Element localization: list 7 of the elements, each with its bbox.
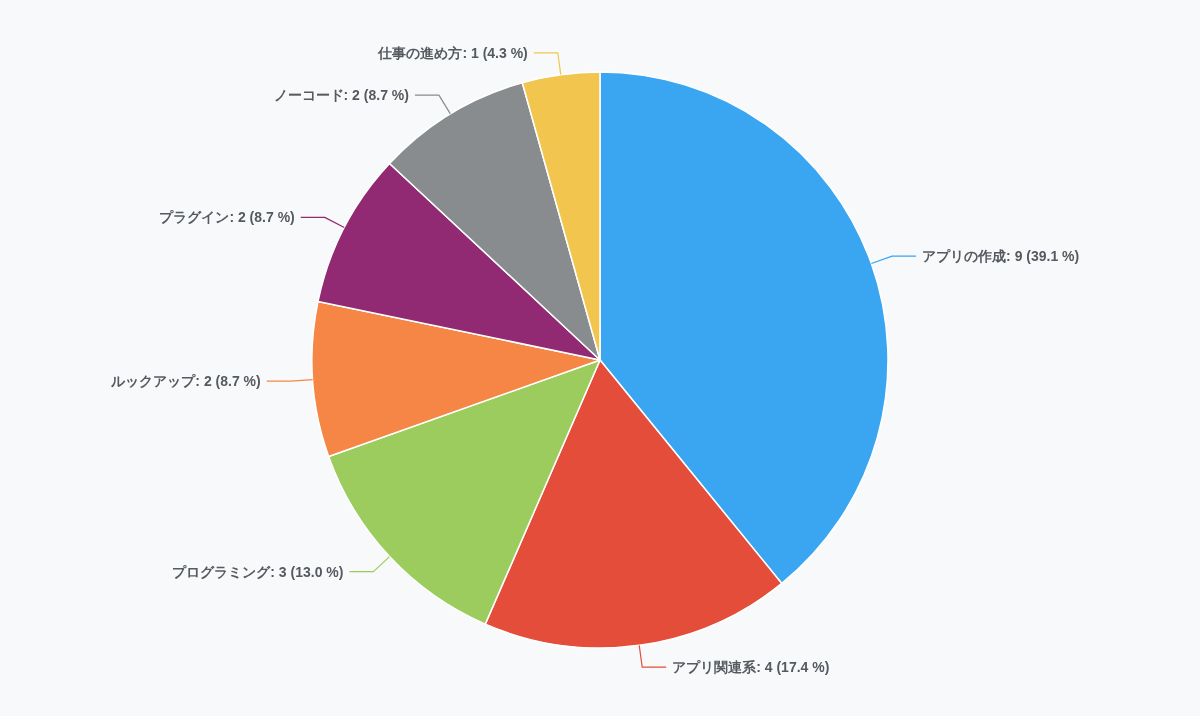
slice-label: アプリの作成: 9 (39.1 %)	[922, 248, 1080, 265]
slice-label: アプリ関連系: 4 (17.4 %)	[672, 659, 830, 676]
slice-label: ルックアップ: 2 (8.7 %)	[110, 373, 261, 390]
slice-label: プラグイン: 2 (8.7 %)	[159, 209, 295, 226]
slice-label: プログラミング: 3 (13.0 %)	[172, 563, 344, 580]
slice-label: 仕事の進め方: 1 (4.3 %)	[377, 44, 528, 61]
slice-label: ノーコード: 2 (8.7 %)	[273, 87, 409, 104]
